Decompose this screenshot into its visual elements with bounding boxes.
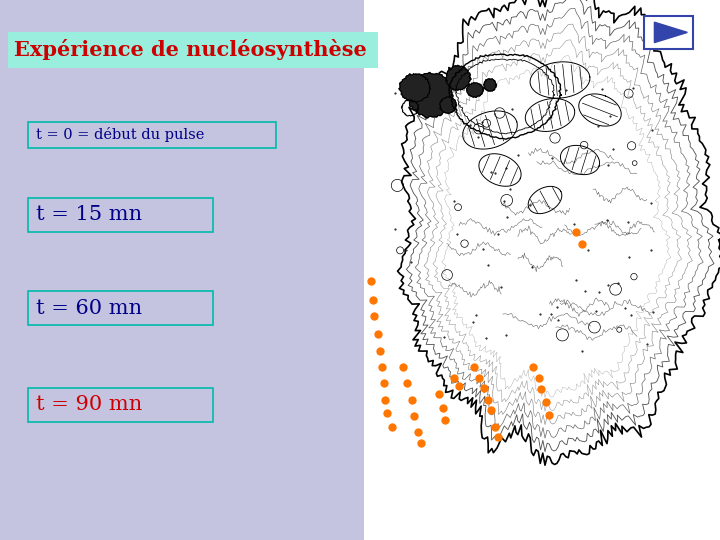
Polygon shape xyxy=(407,72,453,118)
Bar xyxy=(364,0,720,540)
Text: t = 0 = début du pulse: t = 0 = début du pulse xyxy=(36,127,204,143)
Bar xyxy=(8,32,378,68)
Polygon shape xyxy=(484,79,497,91)
Polygon shape xyxy=(440,97,456,113)
Bar xyxy=(28,291,213,325)
Polygon shape xyxy=(446,65,471,91)
Text: Expérience de nucléosynthèse: Expérience de nucléosynthèse xyxy=(14,39,366,60)
Polygon shape xyxy=(399,74,430,102)
Polygon shape xyxy=(467,83,483,97)
Text: t = 90 mn: t = 90 mn xyxy=(36,395,143,415)
Polygon shape xyxy=(654,22,688,43)
Bar xyxy=(28,388,213,422)
Text: t = 60 mn: t = 60 mn xyxy=(36,299,142,318)
Text: t = 15 mn: t = 15 mn xyxy=(36,206,142,225)
Bar xyxy=(0,0,364,540)
Bar xyxy=(28,122,276,148)
Bar xyxy=(644,16,693,49)
Bar xyxy=(28,198,213,232)
